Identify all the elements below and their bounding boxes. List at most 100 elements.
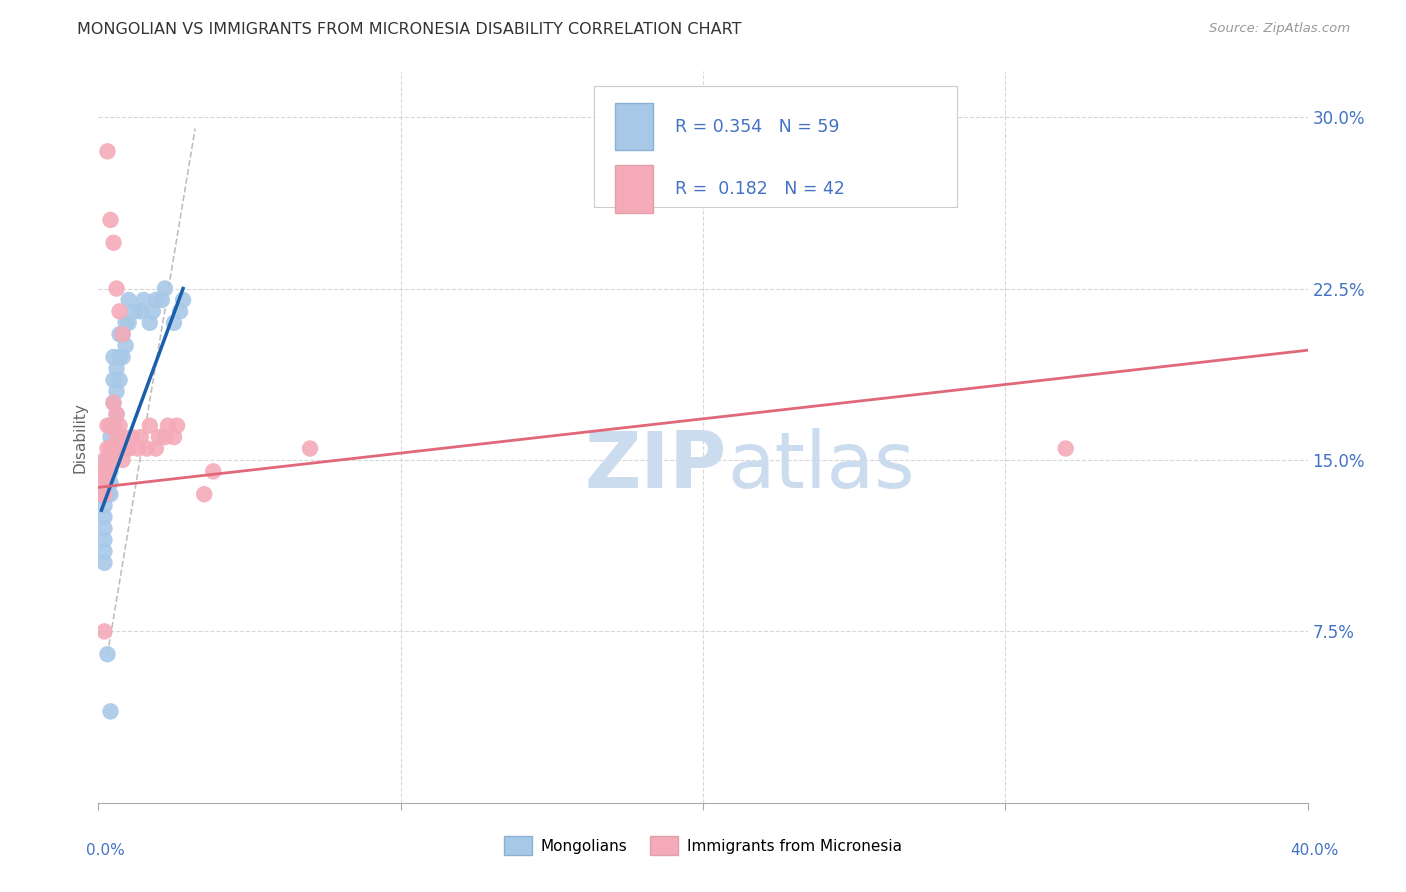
Point — [118, 442, 141, 456]
Point — [96, 647, 118, 661]
Point — [103, 396, 125, 410]
Point — [111, 350, 134, 364]
Point — [100, 475, 122, 490]
Point — [90, 487, 112, 501]
Point — [142, 304, 165, 318]
Point — [96, 487, 118, 501]
Point — [100, 430, 122, 444]
Point — [93, 521, 115, 535]
Point — [90, 475, 112, 490]
Text: R =  0.182   N = 42: R = 0.182 N = 42 — [675, 180, 845, 198]
Point — [96, 453, 118, 467]
Point — [105, 407, 128, 421]
Point — [135, 442, 157, 456]
Point — [96, 464, 118, 478]
Point — [118, 293, 141, 307]
Point — [103, 373, 125, 387]
Point — [90, 487, 112, 501]
Point — [129, 430, 152, 444]
Point — [145, 293, 167, 307]
Point — [96, 487, 118, 501]
Point — [169, 304, 191, 318]
Point — [103, 235, 125, 250]
FancyBboxPatch shape — [595, 86, 957, 207]
Point — [103, 418, 125, 433]
Point — [93, 624, 115, 639]
Point — [100, 442, 122, 456]
Point — [100, 418, 122, 433]
Point — [172, 293, 194, 307]
Point — [100, 487, 122, 501]
Point — [93, 510, 115, 524]
Point — [103, 442, 125, 456]
Point — [100, 464, 122, 478]
Point — [90, 487, 112, 501]
Point — [153, 281, 176, 295]
Point — [163, 430, 186, 444]
Point — [90, 487, 112, 501]
Point — [111, 327, 134, 342]
Point — [90, 487, 112, 501]
Point — [108, 373, 131, 387]
FancyBboxPatch shape — [614, 165, 654, 212]
Point — [100, 213, 122, 227]
Point — [139, 418, 162, 433]
Point — [90, 487, 112, 501]
Point — [114, 442, 136, 456]
Point — [153, 430, 176, 444]
Point — [108, 350, 131, 364]
Point — [103, 350, 125, 364]
Text: MONGOLIAN VS IMMIGRANTS FROM MICRONESIA DISABILITY CORRELATION CHART: MONGOLIAN VS IMMIGRANTS FROM MICRONESIA … — [77, 22, 742, 37]
Point — [103, 396, 125, 410]
Point — [90, 487, 112, 501]
Point — [163, 316, 186, 330]
Y-axis label: Disability: Disability — [72, 401, 87, 473]
Point — [90, 464, 112, 478]
Point — [96, 418, 118, 433]
Point — [90, 487, 112, 501]
Point — [1054, 442, 1077, 456]
Text: 0.0%: 0.0% — [86, 843, 125, 858]
Point — [166, 418, 188, 433]
Point — [100, 418, 122, 433]
Point — [93, 556, 115, 570]
Point — [108, 418, 131, 433]
Point — [90, 487, 112, 501]
Point — [96, 442, 118, 456]
Point — [127, 442, 149, 456]
Point — [132, 293, 155, 307]
Point — [93, 487, 115, 501]
Point — [118, 316, 141, 330]
Point — [150, 293, 173, 307]
Point — [202, 464, 225, 478]
Point — [108, 304, 131, 318]
Point — [103, 418, 125, 433]
Point — [96, 464, 118, 478]
Point — [114, 338, 136, 352]
Point — [90, 487, 112, 501]
Point — [93, 487, 115, 501]
Point — [129, 304, 152, 318]
Point — [299, 442, 322, 456]
Point — [148, 430, 170, 444]
Point — [121, 430, 143, 444]
FancyBboxPatch shape — [614, 103, 654, 151]
Point — [93, 499, 115, 513]
Point — [114, 316, 136, 330]
Point — [145, 442, 167, 456]
Point — [105, 407, 128, 421]
Point — [90, 487, 112, 501]
Point — [93, 453, 115, 467]
Point — [111, 430, 134, 444]
Point — [111, 327, 134, 342]
Point — [93, 533, 115, 547]
Point — [103, 442, 125, 456]
Point — [90, 487, 112, 501]
Point — [93, 544, 115, 558]
Point — [105, 430, 128, 444]
Point — [124, 304, 146, 318]
Text: R = 0.354   N = 59: R = 0.354 N = 59 — [675, 118, 839, 136]
Point — [105, 361, 128, 376]
Point — [105, 281, 128, 295]
Point — [96, 475, 118, 490]
